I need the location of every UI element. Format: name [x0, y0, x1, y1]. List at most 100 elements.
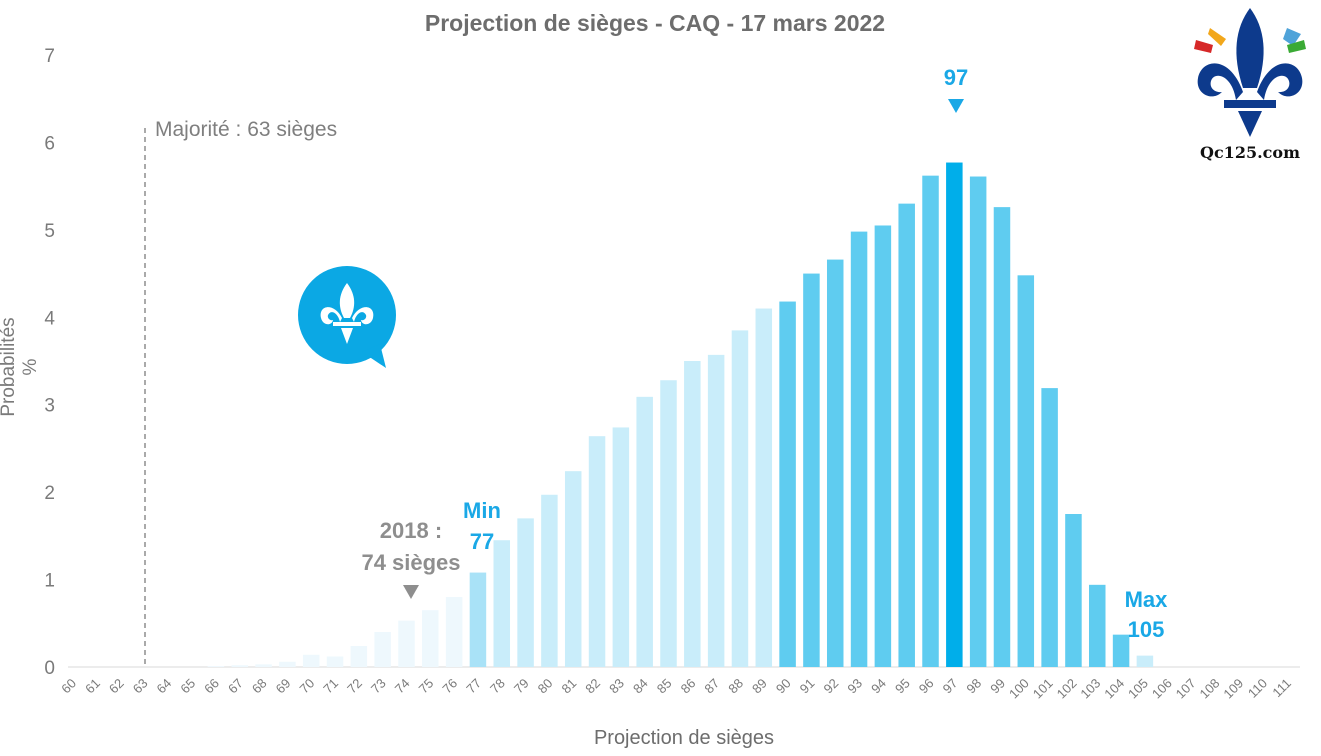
bar-91 [803, 273, 820, 667]
brand-text: Qc125.com [1200, 143, 1300, 162]
x-tick-label: 83 [606, 676, 627, 697]
x-tick-label: 90 [773, 676, 794, 697]
y-tick-label: 0 [44, 658, 55, 679]
x-tick-label: 73 [368, 676, 389, 697]
bar-66 [207, 666, 225, 667]
bar-104 [1112, 634, 1130, 667]
x-tick-label: 82 [582, 676, 603, 697]
qc125-logo-icon [1194, 8, 1306, 137]
x-tick-label: 70 [296, 676, 317, 697]
min-label-line2: 77 [470, 529, 494, 554]
bar-84 [636, 396, 653, 667]
min-label-line1: Min [463, 498, 501, 523]
x-tick-label: 92 [821, 676, 842, 697]
x-tick-label: 109 [1220, 676, 1246, 702]
x-tick-label: 91 [797, 676, 818, 697]
bar-102 [1065, 514, 1082, 667]
x-tick-label: 77 [463, 676, 484, 697]
x-tick-label: 69 [273, 676, 294, 697]
mode-marker [948, 99, 964, 113]
x-tick-label: 86 [678, 676, 699, 697]
x-tick-label: 104 [1101, 676, 1127, 702]
y-tick-label: 3 [44, 396, 55, 417]
previous-result-label-line1: 2018 : [380, 518, 442, 543]
bar-98 [969, 176, 987, 668]
x-tick-label: 60 [58, 676, 79, 697]
bar-74 [398, 620, 415, 667]
bar-99 [993, 207, 1011, 667]
bar-103 [1089, 584, 1106, 667]
bar-85 [660, 380, 677, 667]
bar-80 [541, 494, 558, 667]
speech-bubble-fleur-de-lis-icon [298, 266, 396, 368]
bar-70 [302, 654, 320, 667]
x-tick-label: 97 [940, 676, 961, 697]
x-tick-label: 81 [559, 676, 580, 697]
x-tick-label: 67 [225, 676, 246, 697]
bar-73 [374, 632, 391, 667]
x-axis-ticks: 60 61 62 63 64 65 66 67 68 69 70 71 72 73 74 75 76 77 78 79… [58, 676, 1294, 702]
previous-result-marker [403, 585, 419, 599]
x-tick-label: 106 [1149, 676, 1175, 702]
x-tick-label: 105 [1125, 676, 1151, 702]
y-tick-label: 7 [44, 46, 55, 67]
previous-result-label-line2: 74 sièges [361, 550, 460, 575]
y-axis-label: Probabilités % [0, 317, 41, 417]
x-tick-label: 71 [320, 676, 341, 697]
bar-83 [612, 427, 630, 667]
x-tick-label: 100 [1006, 676, 1032, 702]
x-tick-label: 72 [344, 676, 365, 697]
bar-72 [350, 646, 368, 667]
x-tick-label: 94 [868, 676, 889, 697]
x-tick-label: 103 [1077, 676, 1103, 702]
bar-79 [517, 518, 534, 667]
x-tick-label: 89 [749, 676, 770, 697]
x-tick-label: 87 [701, 676, 722, 697]
chart-title: Projection de sièges - CAQ - 17 mars 202… [424, 10, 886, 36]
x-tick-label: 68 [249, 676, 270, 697]
x-tick-label: 78 [487, 676, 508, 697]
bar-92 [826, 259, 844, 667]
x-tick-label: 61 [82, 676, 103, 697]
max-label-line1: Max [1125, 587, 1169, 612]
bar-76 [445, 597, 463, 667]
bar-97 [946, 162, 963, 667]
x-tick-label: 85 [654, 676, 675, 697]
x-tick-label: 111 [1269, 676, 1294, 701]
y-tick-label: 6 [44, 133, 55, 154]
x-tick-label: 76 [439, 676, 460, 697]
bar-86 [684, 361, 701, 667]
y-tick-label: 4 [44, 308, 55, 329]
x-tick-label: 102 [1054, 676, 1080, 702]
x-tick-label: 107 [1173, 676, 1199, 702]
majority-label: Majorité : 63 sièges [155, 118, 337, 141]
x-tick-label: 110 [1245, 676, 1270, 701]
x-tick-label: 101 [1030, 676, 1056, 702]
x-tick-label: 93 [844, 676, 865, 697]
bar-88 [731, 330, 749, 667]
bar-105 [1136, 655, 1154, 667]
x-tick-label: 80 [535, 676, 556, 697]
bar-93 [850, 231, 868, 667]
x-axis-label: Projection de sièges [593, 727, 775, 749]
x-tick-label: 79 [511, 676, 532, 697]
x-tick-label: 98 [963, 676, 984, 697]
x-tick-label: 95 [892, 676, 913, 697]
y-tick-label: 2 [44, 483, 55, 504]
bar-69 [279, 661, 296, 667]
bar-95 [898, 203, 915, 667]
x-tick-label: 74 [392, 676, 413, 697]
bar-67 [231, 665, 248, 667]
mode-label: 97 [944, 65, 968, 90]
x-tick-label: 65 [177, 676, 198, 697]
x-tick-label: 62 [106, 676, 127, 697]
bar-82 [588, 436, 606, 667]
x-tick-label: 96 [916, 676, 937, 697]
bar-89 [755, 308, 773, 667]
bar-81 [564, 471, 582, 667]
bar-71 [326, 656, 344, 667]
x-tick-label: 75 [416, 676, 437, 697]
bar-75 [422, 610, 439, 667]
y-axis-ticks: 0 1 2 3 4 5 6 7 [44, 46, 55, 679]
bar-68 [255, 664, 272, 667]
